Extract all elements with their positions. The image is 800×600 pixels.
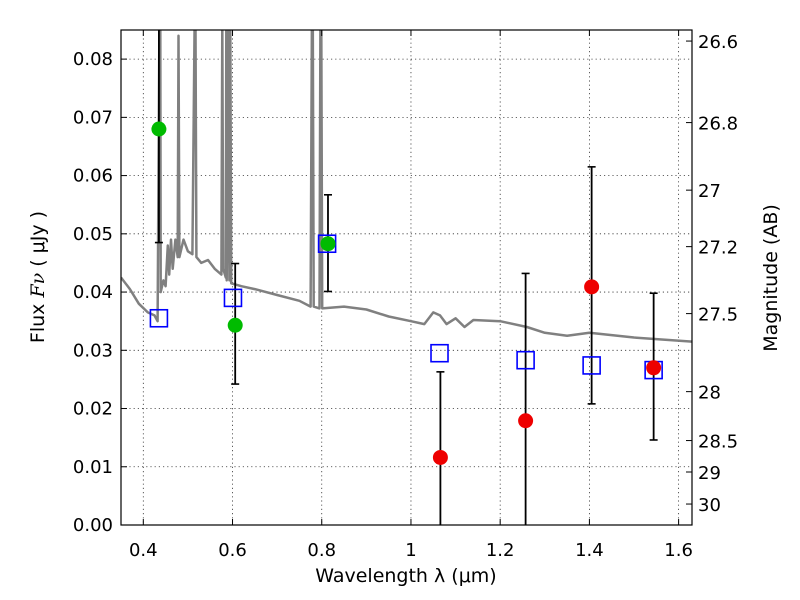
model-photometry-square <box>582 356 601 375</box>
model-sed-line <box>121 30 692 343</box>
y-axis-label-unit: ( μJy ) <box>27 211 49 273</box>
detection-point <box>227 317 243 333</box>
y-axis-label-symbol: Fν <box>27 272 49 298</box>
y-tick-label: 0.07 <box>73 107 113 128</box>
y-tick-label: 0.01 <box>73 457 113 478</box>
low-significance-point <box>584 279 600 295</box>
x-tick-label: 1.2 <box>486 540 515 561</box>
y-tick-label: 0.05 <box>73 224 113 245</box>
right-tick-label: 26.6 <box>698 32 738 53</box>
right-tick-label: 27.2 <box>698 238 738 259</box>
low-significance-point <box>646 360 662 376</box>
detection-point <box>320 236 336 252</box>
x-tick-label: 0.6 <box>218 540 247 561</box>
right-tick-label: 27 <box>698 181 721 202</box>
model-photometry-square <box>430 343 449 363</box>
right-tick-label: 29 <box>698 463 721 484</box>
right-tick-label: 30 <box>698 495 721 516</box>
low-significance-point <box>432 449 448 465</box>
y-tick-label: 0.03 <box>73 340 113 361</box>
y-tick-label: 0.08 <box>73 49 113 70</box>
y-tick-label: 0.04 <box>73 282 113 303</box>
model-sed-layer <box>121 30 692 343</box>
right-tick-label: 26.8 <box>698 114 738 135</box>
axis-ticks: 0.4 0.6 0.8 1 1.2 1.4 1.6 0.00 0.01 0.02 0.03 0.04 0… <box>73 30 738 561</box>
model-photometry-square <box>223 288 243 308</box>
y-axis-label-prefix: Flux <box>27 298 49 344</box>
y-tick-label: 0.06 <box>73 166 113 187</box>
x-tick-label: 0.4 <box>129 540 158 561</box>
x-axis-label: Wavelength λ (μm) <box>315 565 496 587</box>
measured-points-layer <box>151 121 662 465</box>
x-tick-label: 1.4 <box>575 540 604 561</box>
error-bars-layer <box>154 30 658 525</box>
detection-point <box>151 121 167 137</box>
y-tick-label: 0.02 <box>73 399 113 420</box>
plot-frame <box>120 29 693 526</box>
y-tick-label: 0.00 <box>73 515 113 536</box>
right-axis-label: Magnitude (AB) <box>760 204 782 352</box>
low-significance-point <box>518 413 534 429</box>
grid <box>121 30 692 526</box>
model-photometry-square <box>516 350 535 370</box>
right-tick-label: 28.5 <box>698 432 738 453</box>
x-tick-label: 1.6 <box>664 540 693 561</box>
model-photometry-square <box>149 308 169 328</box>
model-photometry-square <box>317 234 337 254</box>
x-tick-label: 1 <box>405 540 416 561</box>
y-axis-label: Flux Fν ( μJy ) <box>27 211 49 343</box>
x-tick-label: 0.8 <box>307 540 336 561</box>
right-tick-label: 27.5 <box>698 305 738 326</box>
right-tick-label: 28 <box>698 383 721 404</box>
